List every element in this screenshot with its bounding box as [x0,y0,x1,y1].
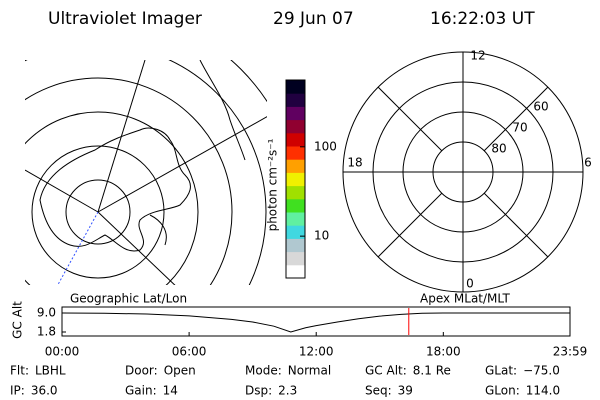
colorbar-segment [286,212,305,226]
meridian [97,60,146,213]
field-value: Open [164,364,196,378]
meridian [97,116,267,213]
y-tick-label: 9.0 [37,306,56,320]
latitude-circle [25,77,233,285]
x-tick-label: 18:00 [426,345,461,359]
colorbar-segment [286,185,305,200]
colorbar-segment [286,132,305,147]
field-value: 114.0 [526,384,560,398]
mlt-label: 6 [584,156,592,170]
colorbar-tick-label: 100 [314,139,337,153]
meridian [25,169,99,213]
date: 29 Jun 07 [273,9,354,29]
mlat-label: 80 [491,142,506,156]
colorbar-tick-label: 10 [314,229,329,243]
x-tick-label: 06:00 [172,345,207,359]
field-label: IP: [10,384,25,398]
coastline [149,60,246,246]
map-label: Geographic Lat/Lon [70,292,187,306]
colorbar-segment [286,264,305,279]
colorbar-segment [286,225,305,239]
mlt-label: 18 [347,156,362,170]
map-label: Apex MLat/MLT [420,292,510,306]
colorbar-segment [286,198,305,213]
field-value: 14 [163,384,178,398]
field-label: Dsp: [245,384,272,398]
colorbar-segment [286,80,305,94]
x-tick-label: 23:59 [553,345,588,359]
field-label: Mode: [245,364,282,378]
coastline [39,127,191,252]
altitude-line [61,312,570,333]
colorbar-label: photon cm⁻²s⁻¹ [266,138,280,231]
footer: Flt: LBHL Door: Open Mode: Normal GC Alt: 8.1 R… [10,364,560,398]
mlat-label: 70 [512,121,527,135]
field-value: LBHL [35,364,66,378]
meridian [57,211,99,285]
colorbar-segment [286,119,305,134]
latitude-circle [65,179,131,245]
field-value: 2.3 [278,384,297,398]
field-value: Normal [288,364,331,378]
field-label: GLat: [485,364,517,378]
polar-diagonal [377,192,443,258]
colorbar-segment [286,106,305,121]
time: 16:22:03 UT [430,9,535,29]
colorbar-segment [286,159,305,173]
latitude-circle [25,60,267,285]
field-value: 36.0 [31,384,58,398]
meridian [97,211,176,285]
colorbar-frame [285,79,306,279]
mlat-label: 60 [533,100,548,114]
field-label: GC Alt: [365,364,407,378]
plot-frame [61,306,571,337]
field-value: 39 [398,384,413,398]
geographic-map [25,60,267,285]
mlt-label: 12 [470,49,485,63]
field-label: GLon: [485,384,520,398]
field-label: Door: [125,364,158,378]
latitude-circle [25,111,199,285]
latitude-circle [230,60,267,103]
y-tick-label: 1.8 [37,325,56,339]
field-label: Gain: [125,384,157,398]
colorbar-segment [286,146,305,160]
field-label: Seq: [365,384,392,398]
x-tick-label: 12:00 [299,345,334,359]
polar-diagonal [377,86,443,152]
field-value: 8.1 Re [413,364,451,378]
field-value: −75.0 [523,364,560,378]
mlt-label: 0 [466,277,474,291]
x-tick-label: 00:00 [45,345,80,359]
polar-diagonal [483,86,549,152]
y-axis-label: GC Alt [11,301,25,339]
title: Ultraviolet Imager [48,9,202,29]
colorbar-segment [286,172,305,187]
latitude-circle [31,145,165,279]
colorbar-segment [286,251,305,266]
colorbar-segment [286,238,305,253]
field-label: Flt: [10,364,29,378]
colorbar-segment [286,93,305,107]
polar-diagonal [483,192,549,258]
